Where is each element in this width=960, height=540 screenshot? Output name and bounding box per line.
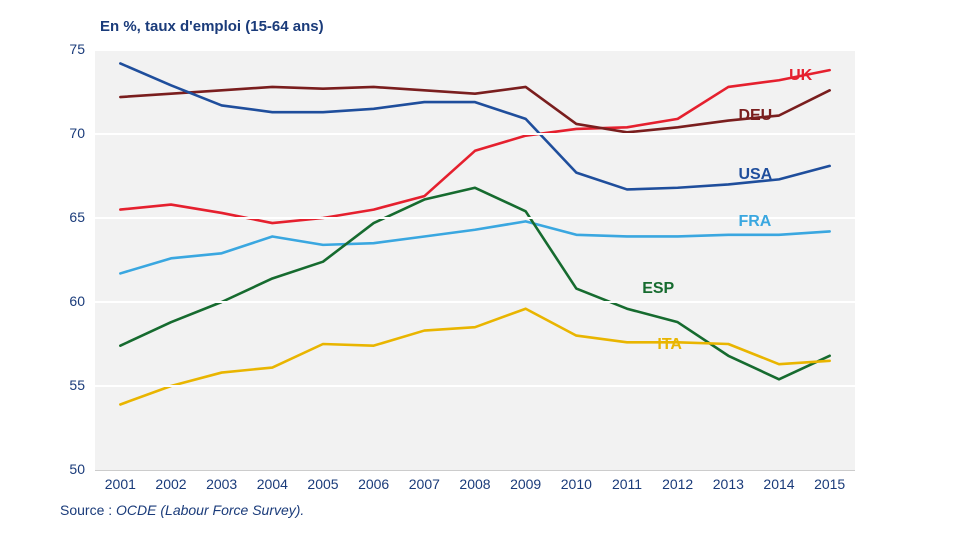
x-tick-label: 2013 <box>703 476 753 492</box>
y-tick-label: 65 <box>50 209 85 225</box>
x-tick-label: 2007 <box>399 476 449 492</box>
series-label-deu: DEU <box>738 107 772 125</box>
gridline-horizontal <box>95 49 865 51</box>
x-tick-label: 2005 <box>298 476 348 492</box>
gridline-horizontal <box>95 133 865 135</box>
x-tick-label: 2008 <box>450 476 500 492</box>
x-tick-label: 2010 <box>551 476 601 492</box>
y-tick-label: 70 <box>50 125 85 141</box>
series-label-ita: ITA <box>657 336 682 354</box>
source-prefix: Source : <box>60 502 116 518</box>
gridline-horizontal <box>95 385 865 387</box>
series-label-fra: FRA <box>738 213 771 231</box>
chart-source: Source : OCDE (Labour Force Survey). <box>60 502 304 518</box>
y-tick-label: 60 <box>50 293 85 309</box>
series-line-usa <box>120 63 829 189</box>
x-tick-label: 2003 <box>197 476 247 492</box>
series-label-usa: USA <box>738 166 772 184</box>
line-layer <box>0 0 960 540</box>
series-line-ita <box>120 309 829 405</box>
x-tick-label: 2002 <box>146 476 196 492</box>
y-tick-label: 50 <box>50 461 85 477</box>
series-line-deu <box>120 87 829 132</box>
x-axis-line <box>95 470 855 471</box>
y-tick-label: 75 <box>50 41 85 57</box>
x-tick-label: 2009 <box>501 476 551 492</box>
x-tick-label: 2004 <box>247 476 297 492</box>
gridline-horizontal <box>95 301 865 303</box>
x-tick-label: 2015 <box>805 476 855 492</box>
x-tick-label: 2014 <box>754 476 804 492</box>
source-text: OCDE (Labour Force Survey). <box>116 502 304 518</box>
series-label-uk: UK <box>789 67 812 85</box>
x-tick-label: 2012 <box>653 476 703 492</box>
employment-rate-chart: En %, taux d'emploi (15-64 ans) Source :… <box>0 0 960 540</box>
series-label-esp: ESP <box>642 280 674 298</box>
series-line-fra <box>120 221 829 273</box>
x-tick-label: 2006 <box>349 476 399 492</box>
x-tick-label: 2011 <box>602 476 652 492</box>
x-tick-label: 2001 <box>95 476 145 492</box>
y-tick-label: 55 <box>50 377 85 393</box>
